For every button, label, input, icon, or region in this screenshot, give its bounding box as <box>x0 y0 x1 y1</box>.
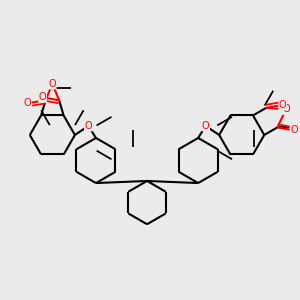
Text: O: O <box>290 125 298 135</box>
Text: O: O <box>39 92 46 102</box>
Text: O: O <box>279 100 286 110</box>
Text: O: O <box>24 98 32 108</box>
Text: O: O <box>85 121 92 131</box>
Text: O: O <box>202 121 209 131</box>
Text: O: O <box>282 104 290 114</box>
Text: O: O <box>49 79 56 89</box>
